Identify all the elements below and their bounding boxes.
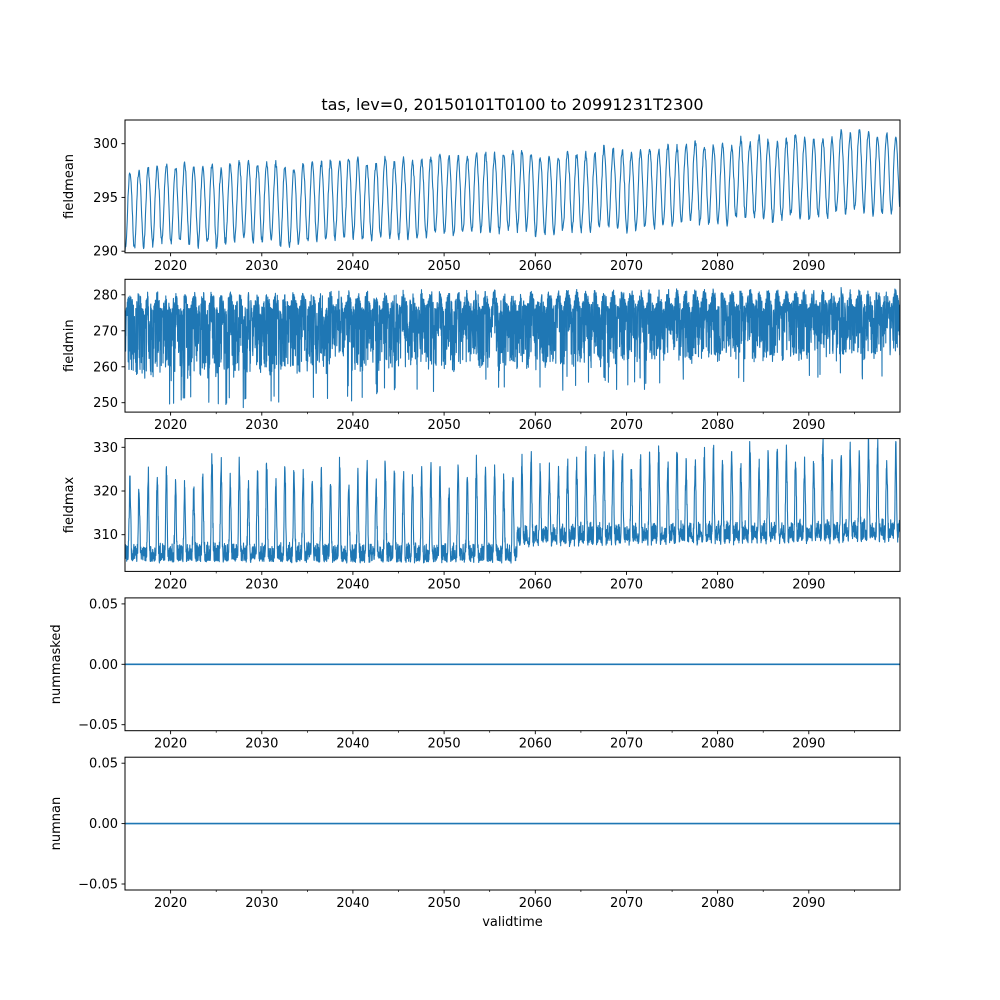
x-tick-label: 2040 <box>336 259 369 274</box>
y-tick-label: 0.05 <box>89 597 118 612</box>
x-tick-label: 2020 <box>154 896 187 911</box>
x-tick-label: 2070 <box>610 259 643 274</box>
y-axis-label-fieldmin: fieldmin <box>62 319 77 372</box>
subplot-nummasked: 2020 2030 2040 2050 2060 2070 2080 2090 −0.05 0.0… <box>49 597 901 752</box>
x-tick-label: 2070 <box>610 577 643 592</box>
x-tick-label: 2040 <box>336 737 369 752</box>
x-tick-label: 2050 <box>428 896 461 911</box>
y-tick-label: 270 <box>93 324 118 339</box>
x-tick-label: 2060 <box>519 418 552 433</box>
y-tick-label: 330 <box>93 441 118 456</box>
figure-title: tas, lev=0, 20150101T0100 to 20991231T23… <box>321 95 703 114</box>
axes-border <box>124 278 901 413</box>
x-tick-label: 2090 <box>792 896 825 911</box>
x-tick-label: 2020 <box>154 737 187 752</box>
x-tick-label: 2060 <box>519 577 552 592</box>
x-tick-label: 2020 <box>154 259 187 274</box>
x-tick-label: 2050 <box>428 259 461 274</box>
y-tick-label: 0.05 <box>89 757 118 772</box>
x-tick-label: 2030 <box>245 896 278 911</box>
x-tick-label: 2080 <box>701 737 734 752</box>
y-tick-label: 320 <box>93 485 118 500</box>
y-axis-label-fieldmean: fieldmean <box>62 154 77 219</box>
y-tick-label: 280 <box>93 288 118 303</box>
y-tick-label: 250 <box>93 396 118 411</box>
x-tick-label: 2080 <box>701 577 734 592</box>
x-tick-label: 2060 <box>519 896 552 911</box>
x-tick-label: 2020 <box>154 577 187 592</box>
y-axis-label-nummasked: nummasked <box>49 624 64 704</box>
x-tick-label: 2030 <box>245 737 278 752</box>
x-tick-label: 2080 <box>701 896 734 911</box>
axes-border <box>124 438 901 572</box>
y-axis-label-numnan: numnan <box>49 797 64 851</box>
axes-layer: 2020 2030 2040 2050 2060 2070 2080 2090 290 295 30… <box>49 119 901 911</box>
x-tick-label: 2090 <box>792 577 825 592</box>
x-tick-label: 2080 <box>701 418 734 433</box>
x-tick-label: 2050 <box>428 418 461 433</box>
axes-border <box>124 119 901 254</box>
y-tick-label: −0.05 <box>78 878 118 893</box>
x-tick-label: 2070 <box>610 896 643 911</box>
x-tick-label: 2040 <box>336 577 369 592</box>
x-tick-label: 2030 <box>245 259 278 274</box>
x-tick-label: 2030 <box>245 577 278 592</box>
subplot-fieldmin: 2020 2030 2040 2050 2060 2070 2080 2090 250 260 27… <box>62 278 901 433</box>
x-axis-label: validtime <box>482 915 543 930</box>
y-tick-label: 290 <box>93 245 118 260</box>
x-tick-label: 2080 <box>701 259 734 274</box>
y-tick-label: 260 <box>93 360 118 375</box>
series-fieldmin <box>125 286 900 409</box>
subplot-fieldmax: 2020 2030 2040 2050 2060 2070 2080 2090 310 320 33… <box>62 438 901 592</box>
y-tick-label: 300 <box>93 137 118 152</box>
x-tick-label: 2030 <box>245 418 278 433</box>
x-tick-label: 2090 <box>792 259 825 274</box>
y-axis-label-fieldmax: fieldmax <box>62 477 77 534</box>
y-tick-label: 295 <box>93 191 118 206</box>
x-tick-label: 2090 <box>792 737 825 752</box>
subplot-fieldmean: 2020 2030 2040 2050 2060 2070 2080 2090 290 295 30… <box>62 119 901 274</box>
x-tick-label: 2020 <box>154 418 187 433</box>
x-tick-label: 2060 <box>519 737 552 752</box>
y-tick-label: −0.05 <box>78 718 118 733</box>
y-tick-label: 0.00 <box>89 817 118 832</box>
x-tick-label: 2040 <box>336 896 369 911</box>
x-tick-label: 2040 <box>336 418 369 433</box>
y-tick-label: 310 <box>93 528 118 543</box>
x-tick-label: 2050 <box>428 737 461 752</box>
x-tick-label: 2090 <box>792 418 825 433</box>
x-tick-label: 2070 <box>610 418 643 433</box>
x-tick-label: 2050 <box>428 577 461 592</box>
subplot-numnan: 2020 2030 2040 2050 2060 2070 2080 2090 −0.05 0.0… <box>49 756 901 911</box>
y-tick-label: 0.00 <box>89 658 118 673</box>
x-tick-label: 2070 <box>610 737 643 752</box>
x-tick-label: 2060 <box>519 259 552 274</box>
series-fieldmax <box>125 438 900 564</box>
series-fieldmean <box>125 128 900 252</box>
